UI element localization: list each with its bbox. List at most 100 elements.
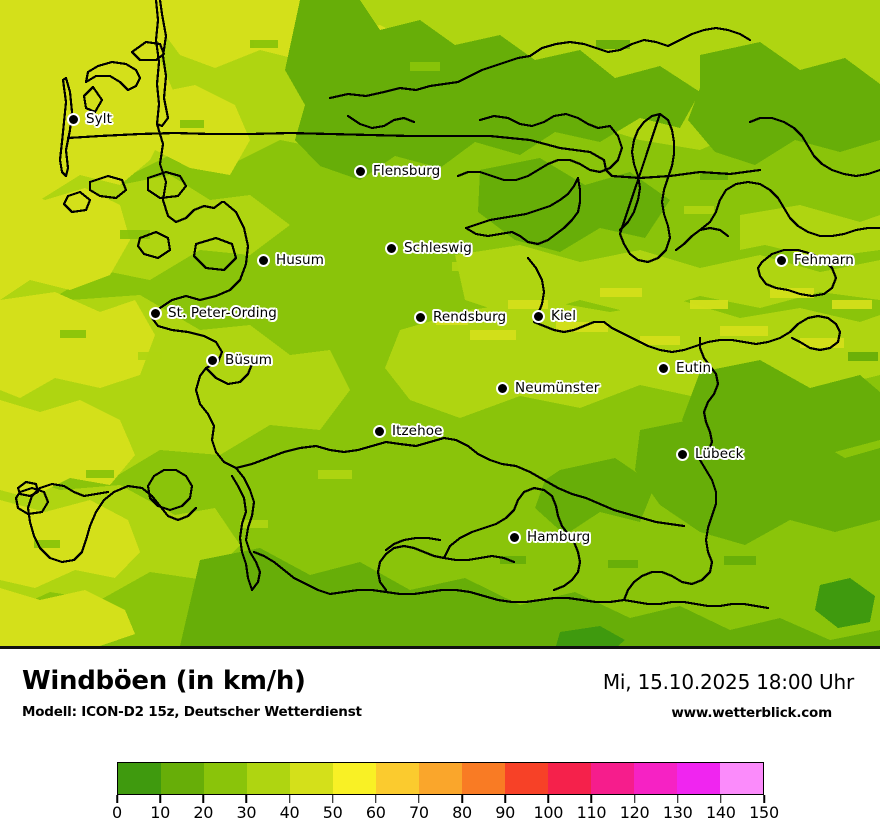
footer-panel: Windböen (in km/h) Modell: ICON-D2 15z, … <box>0 649 880 830</box>
colorbar-band-60-70 <box>376 763 419 794</box>
colorbar-band-30-40 <box>247 763 290 794</box>
city-label: Hamburg <box>527 529 591 545</box>
colorbar-tick <box>590 795 593 803</box>
colorbar-band-90-100 <box>505 763 548 794</box>
colorbar-tick <box>418 795 420 803</box>
model-subtitle: Modell: ICON-D2 15z, Deutscher Wetterdie… <box>22 704 362 721</box>
city-marker-itzehoe[interactable]: Itzehoe <box>373 423 443 439</box>
page-title: Windböen (in km/h) <box>22 666 306 696</box>
colorbar-tick <box>116 795 118 803</box>
title-block: Windböen (in km/h) Modell: ICON-D2 15z, … <box>22 666 362 721</box>
city-dot-icon <box>532 309 545 323</box>
colorbar-swatches <box>117 762 764 795</box>
colorbar-tick-labels: 0 10 20 30 40 50 60 70 80 90 100 110 120 130 140 150 <box>112 803 779 825</box>
city-dot-icon <box>206 353 219 367</box>
site-url: www.wetterblick.com <box>671 705 832 721</box>
colorbar-tick-label: 120 <box>619 803 650 822</box>
city-marker-neumuenster[interactable]: Neumünster <box>496 380 599 396</box>
city-dot-icon <box>149 306 162 320</box>
city-label: Schleswig <box>404 240 472 256</box>
colorbar-tick-label: 150 <box>749 803 779 822</box>
colorbar-tick <box>245 795 248 803</box>
map-panel[interactable]: Sylt Flensburg Husum Schleswig Fehmarn S… <box>0 0 880 649</box>
city-dot-icon <box>373 424 386 438</box>
city-label: Fehmarn <box>794 252 854 268</box>
colorbar-tick <box>461 795 463 803</box>
colorbar-tick <box>676 795 679 803</box>
colorbar-tick-label: 110 <box>576 803 607 822</box>
colorbar-tick-label: 80 <box>452 803 472 822</box>
city-dot-icon <box>257 253 270 267</box>
colorbar-band-70-80 <box>419 763 462 794</box>
colorbar-band-0-10 <box>118 763 161 794</box>
city-dot-icon <box>657 361 670 375</box>
colorbar-tick <box>504 795 506 803</box>
city-marker-rendsburg[interactable]: Rendsburg <box>414 309 506 325</box>
city-label: Lübeck <box>695 446 744 462</box>
colorbar-tick-label: 50 <box>322 803 343 822</box>
colorbar-tick <box>288 795 291 803</box>
colorbar-tick <box>375 795 377 803</box>
colorbar-tick <box>720 795 722 803</box>
city-label: Flensburg <box>373 163 441 179</box>
city-marker-luebeck[interactable]: Lübeck <box>676 446 744 462</box>
colorbar-ticks <box>116 795 765 803</box>
colorbar-tick <box>633 795 636 803</box>
colorbar-tick <box>202 795 205 803</box>
city-marker-buesum[interactable]: Büsum <box>206 352 272 368</box>
colorbar-tick-label: 20 <box>193 803 214 822</box>
city-label: Neumünster <box>515 380 600 396</box>
city-label: Eutin <box>676 360 712 376</box>
colorbar-band-40-50 <box>290 763 333 794</box>
city-dot-icon <box>775 253 788 267</box>
colorbar-tick <box>763 795 765 803</box>
city-dot-icon <box>67 112 80 126</box>
colorbar-band-20-30 <box>204 763 247 794</box>
colorbar-band-110-120 <box>591 763 634 794</box>
city-label: Kiel <box>551 308 577 324</box>
city-marker-eutin[interactable]: Eutin <box>657 360 711 376</box>
city-dot-icon <box>676 447 689 461</box>
colorbar-tick-label: 40 <box>279 803 300 822</box>
city-marker-kiel[interactable]: Kiel <box>532 308 576 324</box>
city-label: Büsum <box>225 352 273 368</box>
colorbar-band-140-150 <box>720 763 763 794</box>
colorbar-tick <box>159 795 161 803</box>
city-marker-fehmarn[interactable]: Fehmarn <box>775 252 854 268</box>
city-label: Sylt <box>86 111 113 127</box>
city-marker-st-peter-ording[interactable]: St. Peter-Ording <box>149 305 277 321</box>
colorbar-tick <box>331 795 334 803</box>
city-dot-icon <box>508 530 521 544</box>
colorbar-tick-label: 10 <box>150 803 171 822</box>
colorbar-legend[interactable]: 0 10 20 30 40 50 60 70 80 90 100 110 120 130 140 150 <box>112 762 779 825</box>
city-marker-hamburg[interactable]: Hamburg <box>508 529 590 545</box>
colorbar-band-120-130 <box>634 763 677 794</box>
city-dot-icon <box>354 164 367 178</box>
colorbar-tick-label: 130 <box>662 803 693 822</box>
city-label: Itzehoe <box>392 423 443 439</box>
colorbar-tick-label: 140 <box>706 803 736 822</box>
colorbar-tick <box>547 795 550 803</box>
colorbar-band-50-60 <box>333 763 376 794</box>
colorbar-band-100-110 <box>548 763 591 794</box>
city-marker-husum[interactable]: Husum <box>257 252 324 268</box>
colorbar-band-80-90 <box>462 763 505 794</box>
city-label: Rendsburg <box>433 309 507 325</box>
city-marker-schleswig[interactable]: Schleswig <box>385 240 472 256</box>
city-marker-flensburg[interactable]: Flensburg <box>354 163 440 179</box>
city-label: St. Peter-Ording <box>168 305 277 321</box>
colorbar-band-130-140 <box>677 763 720 794</box>
city-dot-icon <box>496 381 509 395</box>
city-marker-sylt[interactable]: Sylt <box>67 111 112 127</box>
colorbar-tick-label: 100 <box>533 803 564 822</box>
colorbar-tick-label: 90 <box>495 803 516 822</box>
city-dot-icon <box>414 310 427 324</box>
colorbar-tick-label: 60 <box>365 803 386 822</box>
city-dot-icon <box>385 241 398 255</box>
wind-gust-raster <box>0 0 880 646</box>
city-label: Husum <box>276 252 324 268</box>
colorbar-tick-label: 70 <box>409 803 429 822</box>
colorbar-tick-label: 30 <box>236 803 257 822</box>
colorbar-band-10-20 <box>161 763 204 794</box>
